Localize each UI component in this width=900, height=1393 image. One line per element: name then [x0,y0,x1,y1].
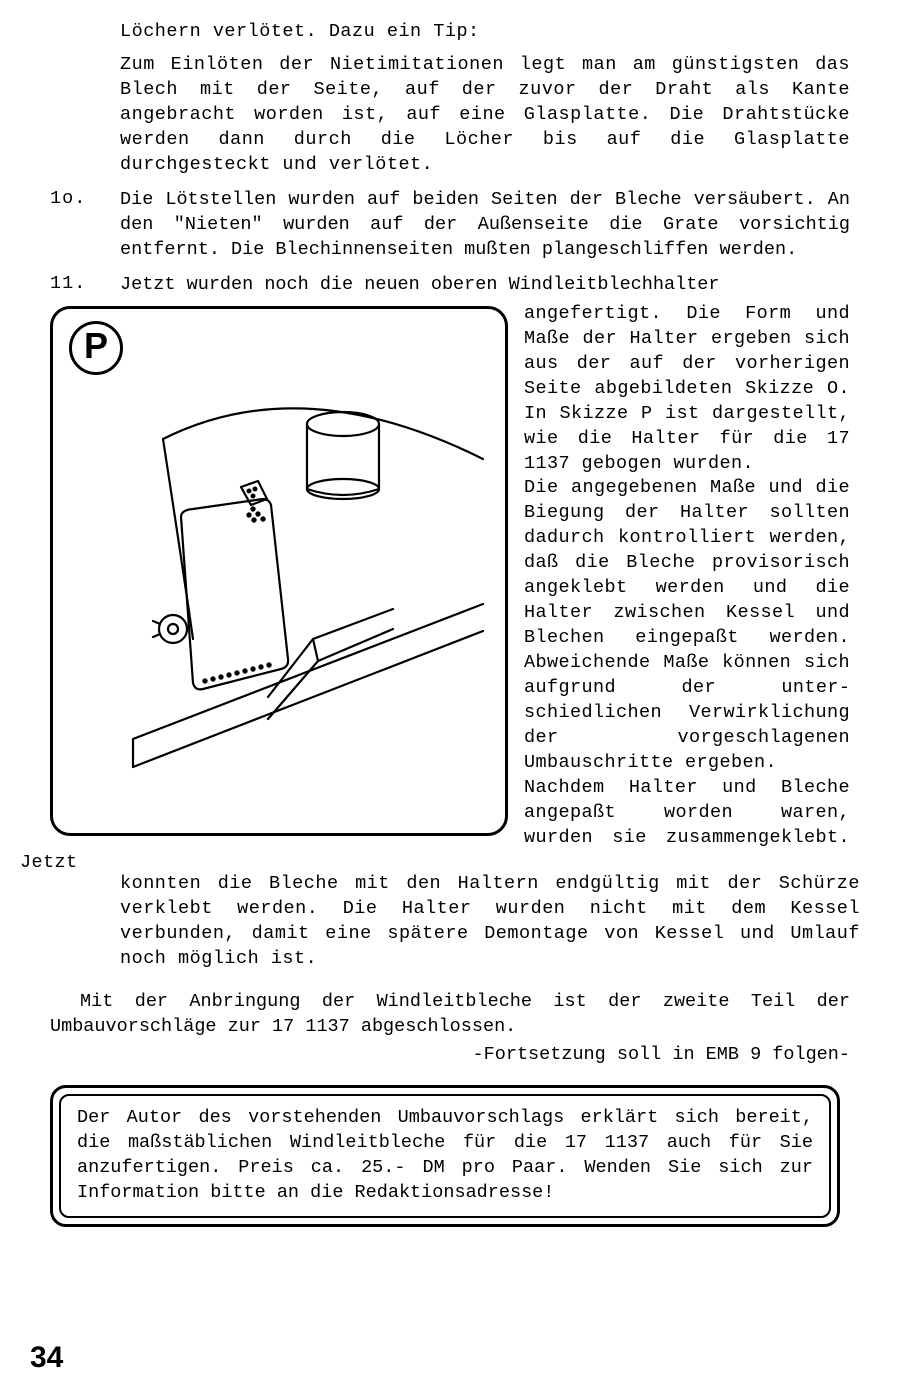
list-item-10: 1o. Die Lötstellen wurden auf beiden Sei… [50,188,860,263]
figure-p: P [50,306,508,836]
closing-paragraph: Mit der Anbringung der Windleitbleche is… [50,990,850,1040]
sketch-p-icon [53,309,505,833]
figure-p-wrap: P [50,306,510,836]
continuation-note: -Fortsetzung soll in EMB 9 folgen- [20,1044,850,1065]
list-lead-11: Jetzt wurden noch die neuen oberen Windl… [120,273,850,298]
list-item-11: 11. Jetzt wurden noch die neuen oberen W… [50,273,860,298]
list-number-11: 11. [50,273,120,298]
list-number-10: 1o. [50,188,120,263]
notice-text: Der Autor des vorstehenden Umbauvorschla… [59,1094,831,1218]
notice-box: Der Autor des vorstehenden Umbauvorschla… [50,1085,840,1227]
figure-label-p: P [69,321,123,375]
figure-text-flow: P [20,302,860,972]
item11-after-figure: konnten die Bleche mit den Haltern endgü… [120,872,860,972]
list-body-10: Die Lötstellen wurden auf beiden Seiten … [120,188,850,263]
intro-continuation: Löchern verlötet. Dazu ein Tip: [120,20,850,45]
tip-paragraph: Zum Einlöten der Nietimitationen legt ma… [120,53,850,178]
page: Löchern verlötet. Dazu ein Tip: Zum Einl… [0,0,900,1393]
page-number: 34 [30,1341,63,1375]
